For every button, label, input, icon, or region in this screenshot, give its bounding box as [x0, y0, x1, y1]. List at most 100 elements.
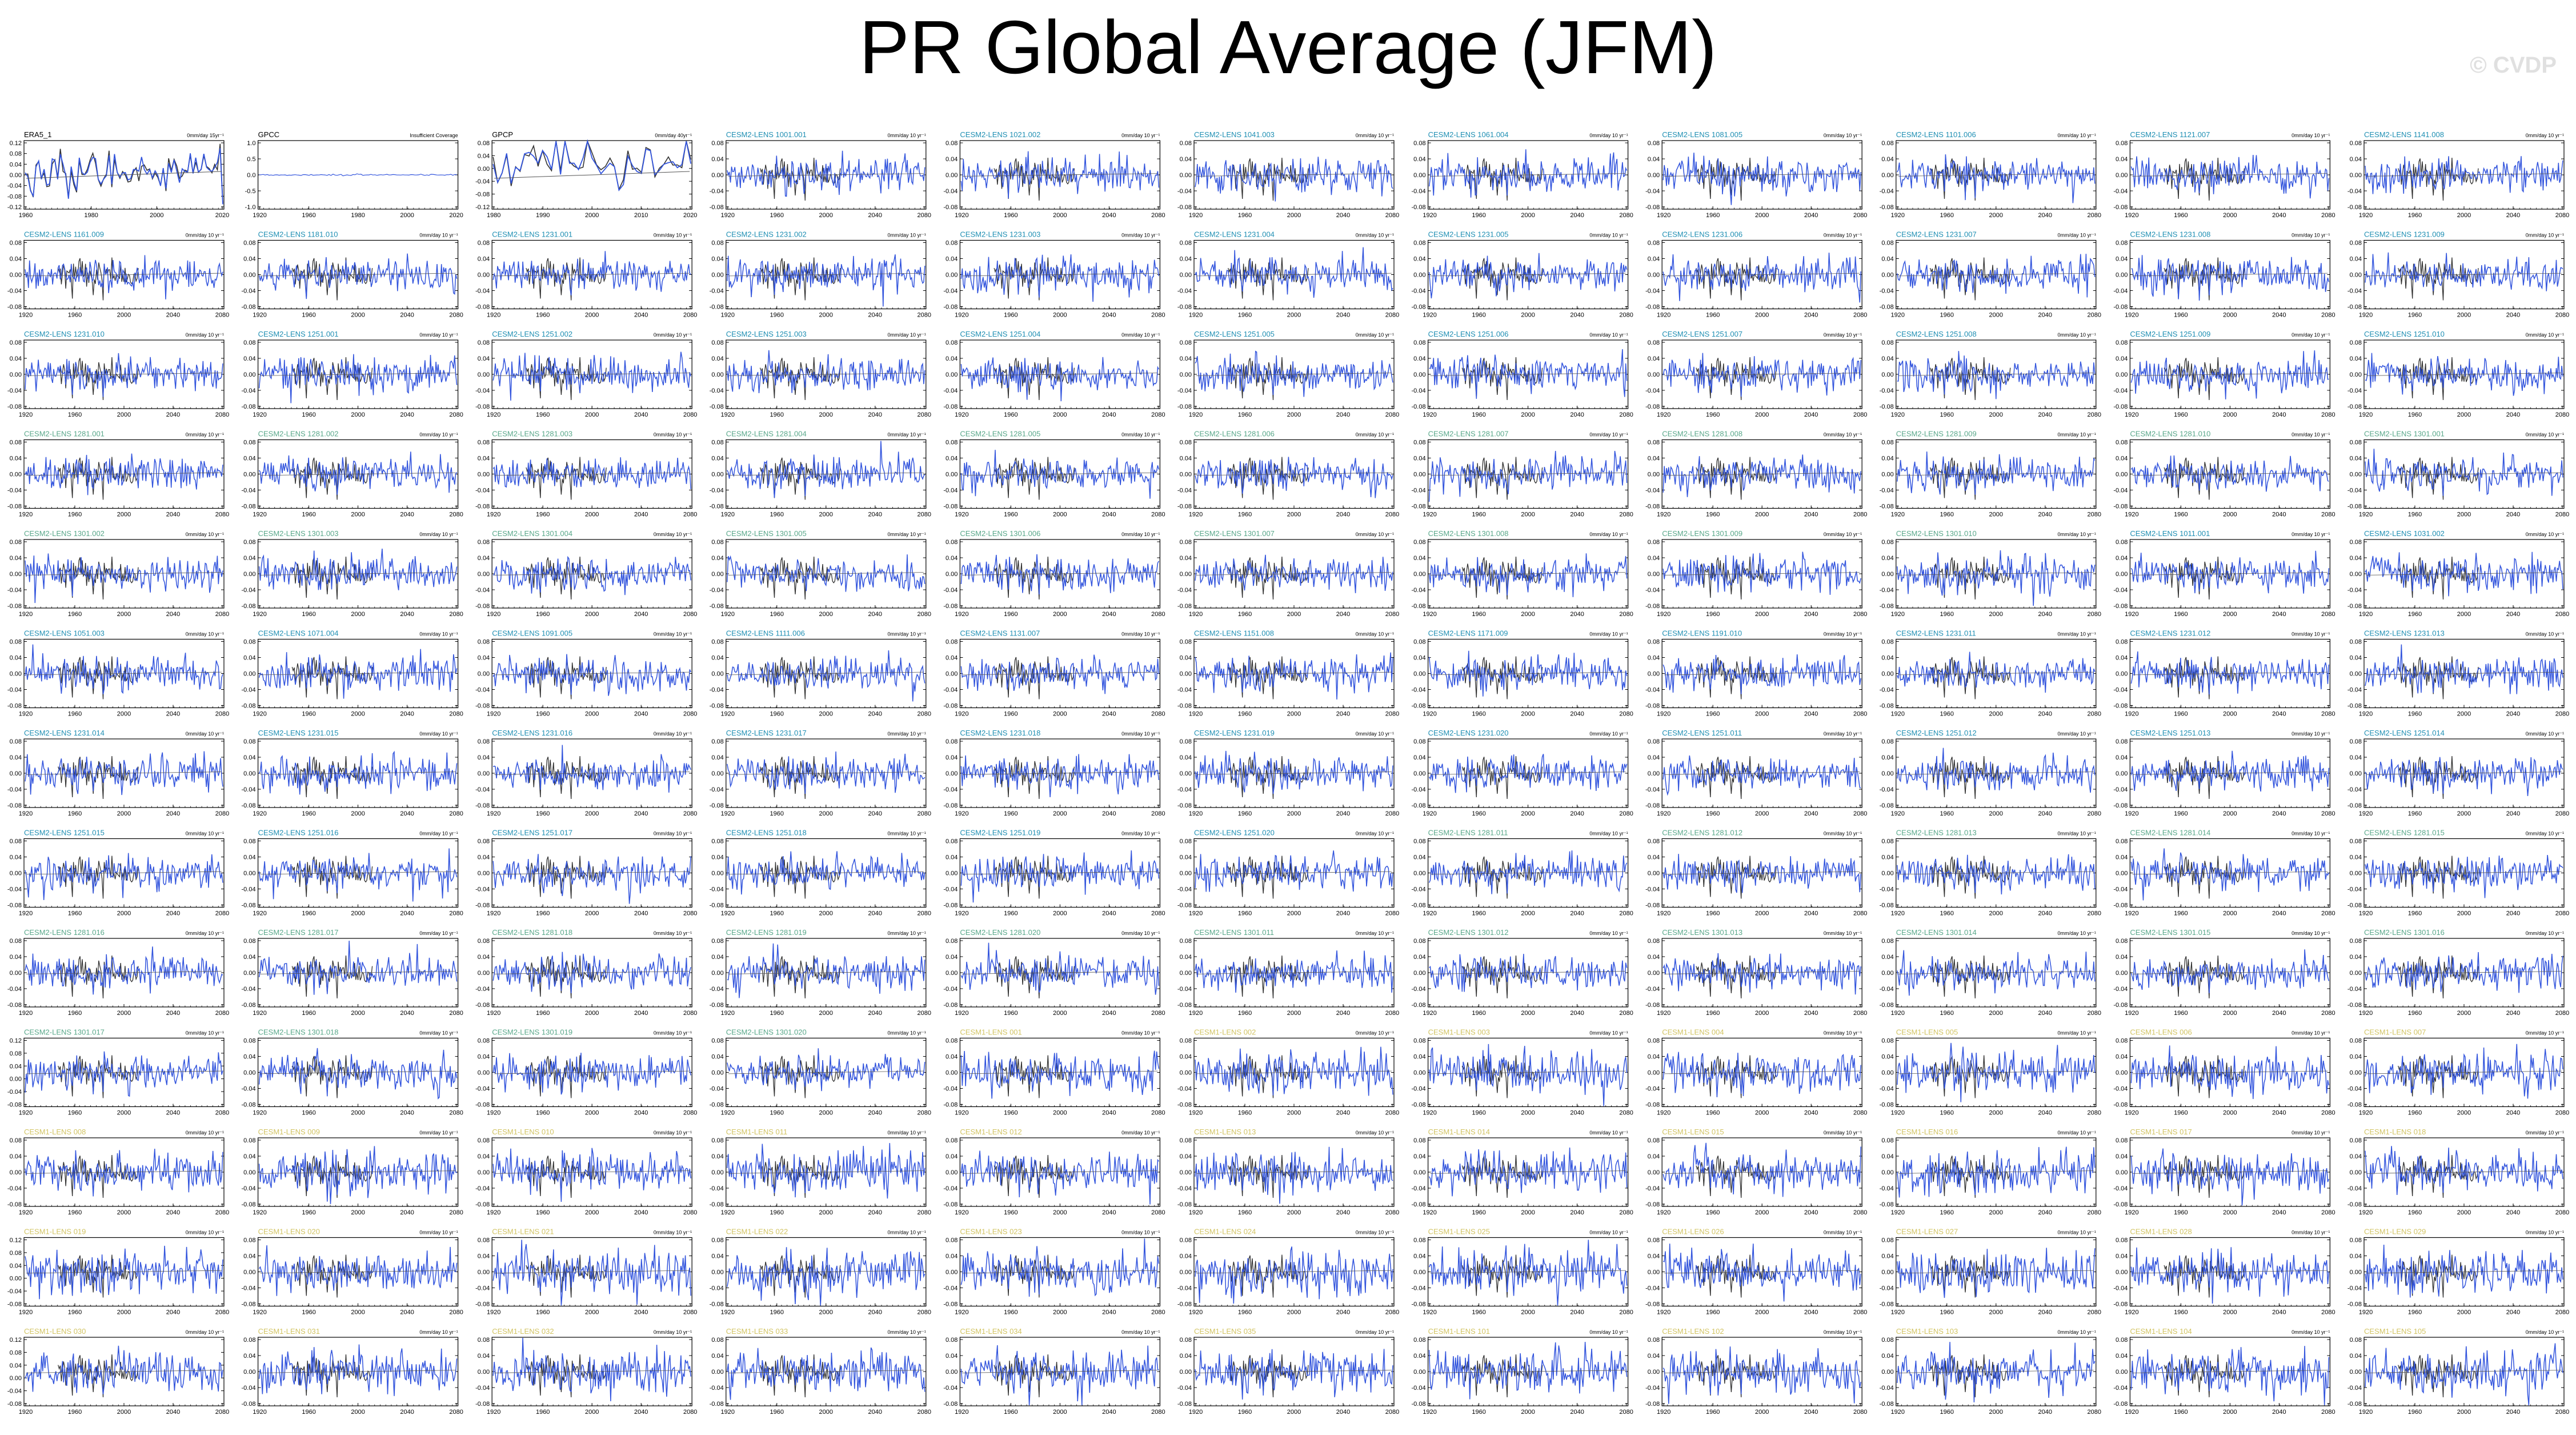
- y-tick-label: 0.08: [1648, 439, 1660, 446]
- trend-line: [1664, 572, 1860, 575]
- trend-line: [26, 871, 222, 875]
- x-tick-label: 1920: [253, 810, 266, 817]
- y-tick-label: -0.04: [943, 387, 958, 394]
- y-tick-label: 0.08: [2116, 1237, 2128, 1244]
- y-tick-label: 0.08: [1180, 539, 1192, 546]
- obs-overlay-line: [1929, 357, 2011, 401]
- y-tick-label: -0.08: [943, 204, 958, 211]
- x-tick-label: 2000: [1755, 411, 1769, 418]
- trend-line: [1196, 273, 1392, 277]
- x-tick-label: 1920: [955, 910, 968, 917]
- y-tick-label: -0.08: [2347, 503, 2362, 510]
- x-tick-label: 2040: [1570, 611, 1584, 618]
- panel-units: 0mm/day 10 yr⁻¹: [1824, 1329, 1862, 1335]
- panel-units: 0mm/day 10 yr⁻¹: [1356, 332, 1394, 338]
- member-series-line: [1897, 351, 2096, 399]
- obs-overlay-line: [291, 257, 373, 301]
- x-tick-label: 2000: [2457, 312, 2471, 319]
- trend-line: [962, 1370, 1158, 1373]
- member-series-line: [258, 848, 458, 902]
- x-tick-label: 2000: [1287, 411, 1301, 418]
- member-series-line: [1662, 654, 1861, 694]
- y-tick-label: -0.04: [1412, 1086, 1426, 1093]
- panel-title: CESM1-LENS 012: [960, 1128, 1021, 1136]
- y-tick-label: 0.04: [2350, 655, 2362, 662]
- panel-title: CESM2-LENS 1281.014: [2130, 829, 2210, 837]
- x-tick-label: 1920: [1423, 711, 1436, 718]
- y-tick-label: -0.08: [710, 403, 724, 410]
- panel-title: CESM1-LENS 035: [1194, 1327, 1256, 1336]
- y-tick-label: 0.04: [1881, 1353, 1893, 1360]
- panel-title: CESM2-LENS 1231.016: [492, 729, 572, 737]
- x-tick-label: 1960: [770, 511, 784, 518]
- y-tick-label: -0.08: [1645, 1201, 1660, 1208]
- y-tick-label: 0.04: [946, 555, 958, 562]
- y-tick-label: 0.00: [1180, 770, 1192, 777]
- y-tick-label: 0.04: [1180, 655, 1192, 662]
- x-tick-label: 1960: [770, 810, 784, 817]
- x-tick-label: 2000: [351, 611, 364, 618]
- x-tick-label: 1920: [19, 1309, 33, 1316]
- x-tick-label: 1960: [68, 611, 82, 618]
- y-tick-label: 0.00: [2350, 371, 2362, 378]
- x-tick-label: 1960: [2174, 511, 2188, 518]
- y-tick-label: 0.08: [10, 639, 22, 646]
- y-tick-label: 0.00: [10, 471, 22, 478]
- x-tick-label: 1920: [253, 711, 266, 718]
- y-tick-label: -0.04: [2113, 786, 2128, 793]
- y-tick-label: -0.08: [242, 603, 256, 610]
- x-tick-label: 2040: [1804, 212, 1818, 219]
- x-tick-label: 2000: [351, 1209, 364, 1216]
- x-tick-label: 2040: [1102, 1409, 1116, 1416]
- y-tick-label: 0.04: [711, 655, 723, 662]
- y-tick-label: -0.08: [1177, 204, 1192, 211]
- y-tick-label: 0.08: [2116, 639, 2128, 646]
- y-tick-label: -0.04: [2347, 786, 2362, 793]
- member-series-line: [2365, 644, 2563, 694]
- obs-overlay-line: [2398, 457, 2479, 500]
- trend-line: [1430, 671, 1626, 675]
- x-tick-label: 1960: [302, 411, 315, 418]
- y-tick-label: 0.00: [946, 471, 958, 478]
- trend-line: [494, 1270, 690, 1274]
- x-tick-label: 2080: [2088, 1309, 2101, 1316]
- y-tick-label: 0.04: [1881, 555, 1893, 562]
- y-tick-label: 0.04: [243, 754, 255, 761]
- x-tick-label: 1920: [1657, 411, 1670, 418]
- y-tick-label: 0.00: [10, 1076, 22, 1083]
- panel-title: CESM2-LENS 1251.009: [2130, 330, 2210, 338]
- x-tick-label: 1960: [770, 1010, 784, 1017]
- y-tick-label: 0.08: [1413, 439, 1425, 446]
- x-tick-label: 2000: [819, 411, 833, 418]
- y-tick-label: 0.08: [1413, 1237, 1425, 1244]
- y-tick-label: 0.08: [1881, 240, 1893, 247]
- x-tick-label: 2080: [1853, 910, 1867, 917]
- x-tick-label: 2040: [634, 611, 648, 618]
- y-tick-label: -0.04: [1412, 188, 1426, 195]
- member-series-line: [25, 353, 223, 397]
- x-tick-label: 1960: [1238, 411, 1252, 418]
- x-tick-label: 1920: [2359, 511, 2373, 518]
- x-tick-label: 2080: [683, 910, 697, 917]
- x-tick-label: 1960: [1472, 312, 1485, 319]
- y-tick-label: 0.00: [1648, 172, 1660, 179]
- x-tick-label: 2000: [819, 1209, 833, 1216]
- x-tick-label: 2020: [449, 212, 463, 219]
- x-tick-label: 2040: [166, 1209, 180, 1216]
- panel-units: 0mm/day 10 yr⁻¹: [654, 1230, 692, 1236]
- x-tick-label: 2080: [1151, 411, 1165, 418]
- y-tick-label: 0.00: [711, 571, 723, 578]
- x-tick-label: 1920: [2359, 611, 2373, 618]
- x-tick-label: 2080: [683, 810, 697, 817]
- trend-line: [26, 472, 222, 476]
- y-tick-label: -0.04: [1880, 1086, 1894, 1093]
- x-tick-label: 1920: [1189, 511, 1203, 518]
- panel-units: 0mm/day 10 yr⁻¹: [2291, 332, 2330, 338]
- y-tick-label: 0.04: [2350, 555, 2362, 562]
- x-tick-label: 2000: [1755, 1010, 1769, 1017]
